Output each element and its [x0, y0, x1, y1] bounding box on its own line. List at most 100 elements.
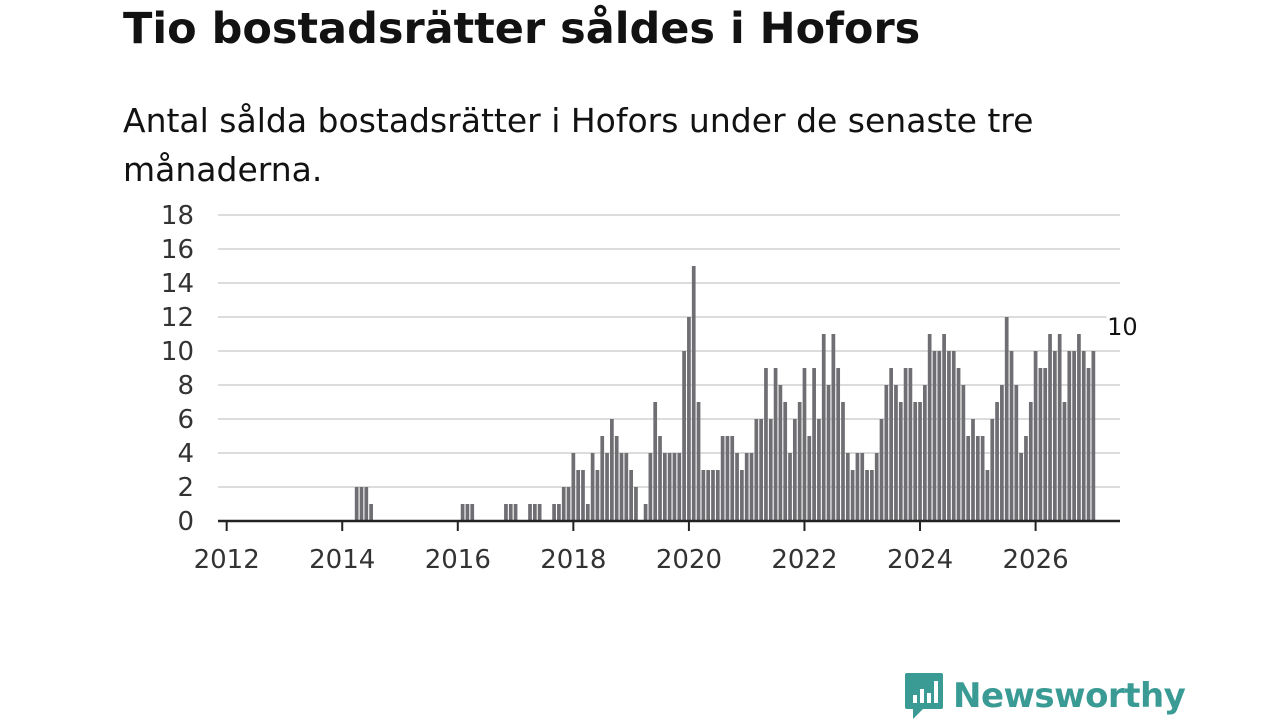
bar [1057, 334, 1062, 521]
y-tick-label: 12 [161, 303, 194, 333]
bar [1033, 351, 1038, 521]
x-tick-label: 2022 [771, 545, 837, 575]
bar [1000, 385, 1004, 521]
bar [903, 368, 908, 521]
bar [1004, 317, 1009, 521]
bar [1024, 436, 1028, 521]
x-tick-label: 2018 [540, 545, 606, 575]
bar [460, 504, 465, 521]
y-tick-label: 0 [177, 507, 194, 537]
bar [831, 334, 836, 521]
bar [918, 402, 922, 521]
bar [1067, 351, 1072, 521]
bar [513, 504, 518, 521]
y-tick-label: 16 [161, 235, 194, 265]
x-tick-label: 2024 [887, 545, 953, 575]
bar [870, 470, 874, 521]
bar [932, 351, 937, 521]
bar [826, 385, 831, 521]
bar [354, 487, 359, 521]
bar [653, 402, 658, 521]
bar [913, 402, 918, 521]
y-tick-label: 14 [161, 269, 194, 299]
bar [561, 487, 566, 521]
bar [865, 470, 869, 521]
bar [971, 419, 975, 521]
bar [532, 504, 537, 521]
bar [701, 470, 706, 521]
bar [528, 504, 532, 521]
bar [465, 504, 470, 521]
bar [581, 470, 585, 521]
newsworthy-logo-icon [905, 673, 943, 719]
bar [364, 487, 369, 521]
bar [1019, 453, 1024, 521]
bar [1014, 385, 1019, 521]
bar [715, 470, 720, 521]
x-tick-label: 2014 [309, 545, 375, 575]
bar [845, 453, 850, 521]
bar [744, 453, 749, 521]
grid-lines [218, 214, 1120, 488]
bar [585, 504, 590, 521]
bar [1062, 402, 1067, 521]
bar [571, 453, 576, 521]
bar [619, 453, 624, 521]
bar [759, 419, 763, 521]
bar [855, 453, 860, 521]
bar [836, 368, 841, 521]
bar [922, 385, 927, 521]
y-tick-label: 8 [177, 371, 194, 401]
bar [841, 402, 845, 521]
bar [504, 504, 508, 521]
bar [797, 402, 802, 521]
brand-logo: Newsworthy [903, 671, 1186, 721]
bar [773, 368, 778, 521]
bar [706, 470, 711, 521]
bar [590, 453, 595, 521]
bar [672, 453, 677, 521]
y-tick-label: 4 [177, 439, 194, 469]
bar [1009, 351, 1014, 521]
bar [927, 334, 932, 521]
bar [740, 470, 744, 521]
bar [1048, 334, 1052, 521]
bar [894, 385, 898, 521]
bar [624, 453, 629, 521]
bar [1052, 351, 1057, 521]
bar [508, 504, 513, 521]
axes [218, 519, 1120, 531]
bar [730, 436, 735, 521]
bar [947, 351, 951, 521]
bar [614, 436, 619, 521]
bar [802, 368, 807, 521]
bar [634, 487, 638, 521]
bar [951, 351, 956, 521]
bar [648, 453, 653, 521]
bar [817, 419, 821, 521]
bar [369, 504, 373, 521]
bar [658, 436, 662, 521]
bar [667, 453, 672, 521]
bar [874, 453, 879, 521]
bar [1072, 351, 1076, 521]
bar [850, 470, 855, 521]
bar [1043, 368, 1048, 521]
bar [605, 453, 609, 521]
bar [1081, 351, 1086, 521]
bar [937, 351, 942, 521]
bar [677, 453, 682, 521]
bar [995, 402, 999, 521]
bar [1038, 368, 1043, 521]
annotation-bg [1106, 313, 1140, 341]
bar [470, 504, 475, 521]
x-tick-label: 2020 [656, 545, 722, 575]
bar [566, 487, 571, 521]
bar [990, 419, 995, 521]
bar [980, 436, 985, 521]
bar [1077, 334, 1081, 521]
bar [879, 419, 884, 521]
y-tick-label: 18 [161, 201, 194, 231]
bar [610, 419, 614, 521]
bar [942, 334, 946, 521]
